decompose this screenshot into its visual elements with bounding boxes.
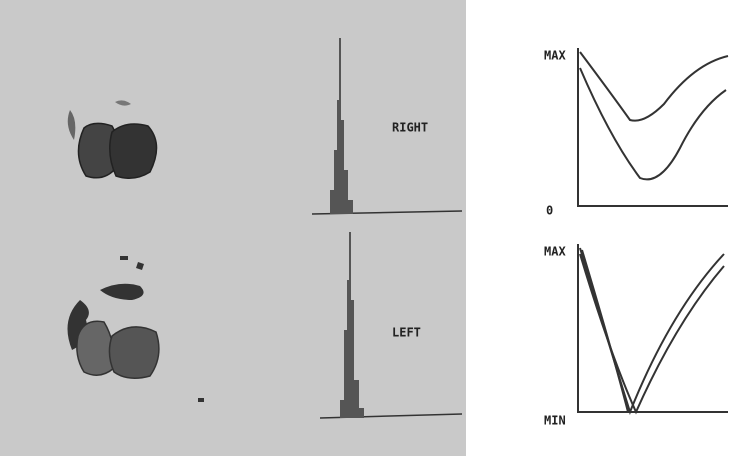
scan-display: RIGHT LEFT MAX 0 MAX MIN <box>0 0 738 460</box>
top-plot <box>578 48 728 206</box>
bottom-plot <box>578 244 728 412</box>
image-panel <box>0 0 466 456</box>
bottom-min-label: MIN <box>544 414 566 428</box>
bottom-max-label: MAX <box>544 245 566 259</box>
top-min-label: 0 <box>546 204 553 218</box>
right-label: RIGHT <box>392 121 428 135</box>
left-label: LEFT <box>392 326 421 340</box>
top-max-label: MAX <box>544 49 566 63</box>
